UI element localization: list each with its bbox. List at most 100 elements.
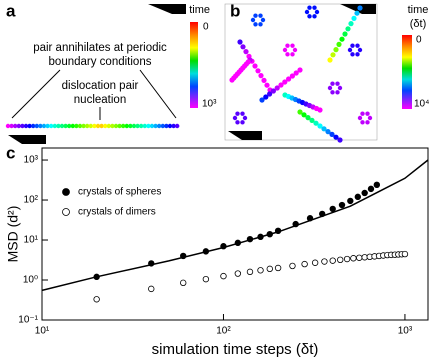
x-tick-label: 10¹ [35,326,50,337]
particle [282,79,288,85]
particle [5,123,11,129]
arrow [148,4,186,14]
data-point [180,279,187,287]
particle [335,81,340,86]
particle [330,81,335,86]
particle [290,52,295,57]
particle [357,115,363,121]
particle [327,85,333,91]
annotation: pair annihilates at periodic [33,42,167,54]
pointer [139,69,177,119]
particle [59,123,65,129]
particle [70,123,76,129]
particle [103,123,108,129]
particle [304,9,310,15]
data-point [343,255,351,263]
particle [34,123,39,129]
particle [348,21,354,27]
particle [347,47,353,53]
particle [38,123,43,129]
particle [131,123,137,129]
particle [175,123,180,129]
particle [309,117,315,123]
particle [270,88,276,94]
particle [67,123,72,129]
particle [337,137,343,143]
particle [289,73,295,79]
particle [307,5,312,10]
data-point [401,250,409,258]
colorbar-title: time [408,4,429,16]
particle [274,85,280,91]
colorbar-tick: 10³ [202,99,217,110]
legend-marker [62,188,70,196]
data-point [367,185,375,193]
y-tick-label: 10³ [24,155,39,166]
particle [312,14,317,19]
colorbar-title: time [189,4,210,16]
particle [336,41,342,48]
particle [357,47,363,53]
particle [128,123,133,129]
plot-frame [41,147,429,321]
particle [313,120,319,126]
particle [333,134,339,140]
particle [267,91,273,97]
panel-label: b [230,1,240,20]
particle [327,57,333,63]
particle [135,123,140,129]
particle [312,5,317,10]
particle [63,123,68,129]
data-point [311,259,319,266]
particle [240,111,245,116]
x-tick-label: 10² [216,326,231,337]
data-point [220,272,227,280]
colorbar [402,35,412,109]
particle [106,123,112,129]
particle [350,52,355,57]
particle [237,39,243,45]
data-point [202,275,210,283]
particle [229,77,235,83]
particle [263,94,269,100]
particle [258,13,263,18]
particle [92,123,97,129]
particle [171,123,176,129]
particle [282,47,288,53]
particle [301,112,307,118]
data-point [257,267,264,274]
particle [49,123,54,129]
particle [45,123,50,129]
particle [317,123,323,129]
particle [261,77,267,83]
data-point [148,285,155,293]
particle [297,67,303,73]
particle [305,115,311,121]
data-point [361,189,368,197]
particle [235,111,240,116]
particle [259,97,265,103]
y-tick-label: 10⁰ [23,275,38,286]
data-point [289,262,296,270]
y-tick-label: 10⁻¹ [18,315,38,326]
y-tick-label: 10² [24,195,39,206]
particle [157,123,162,129]
particle [286,76,292,82]
panel-label: c [6,143,15,162]
data-point [321,258,328,265]
y-tick-label: 10¹ [24,235,39,246]
data-point [350,255,357,262]
particle [278,82,284,88]
particle [124,123,129,129]
particle [164,123,169,129]
particle [321,126,327,132]
data-point [373,181,381,189]
fit-line [41,159,429,292]
particle [243,49,249,55]
data-point [266,265,273,273]
panel-b: b time (δt) 0 10⁴ [224,1,429,143]
particle [167,123,173,129]
data-point [354,193,362,201]
particle [52,123,57,129]
particle [355,52,360,57]
